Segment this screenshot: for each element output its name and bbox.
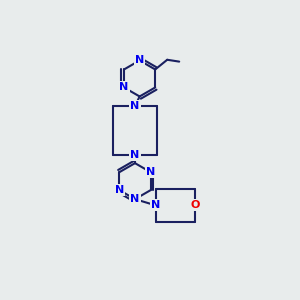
Text: O: O [190, 200, 200, 210]
Text: N: N [115, 185, 124, 195]
Text: N: N [151, 200, 160, 210]
Text: N: N [146, 167, 155, 177]
Text: N: N [119, 82, 129, 92]
Text: N: N [130, 194, 140, 204]
Text: N: N [135, 56, 144, 65]
Text: N: N [130, 101, 140, 111]
Text: N: N [146, 167, 155, 177]
Text: N: N [130, 150, 140, 160]
